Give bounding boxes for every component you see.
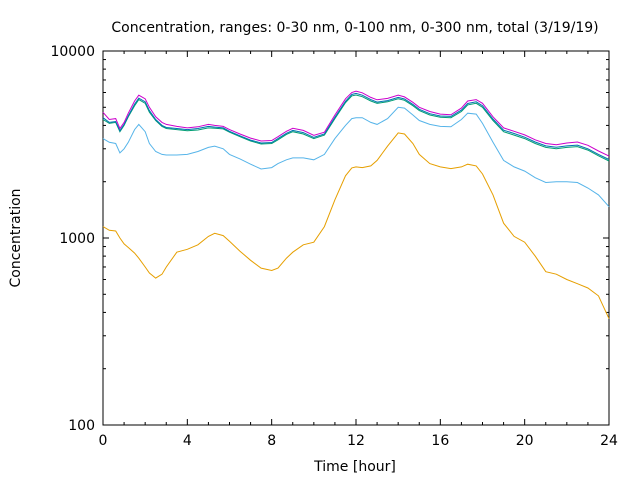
y-tick-label: 1000 bbox=[59, 231, 95, 247]
series-line-5 bbox=[102, 90, 610, 157]
series-lines bbox=[102, 90, 610, 319]
axis-ticks bbox=[102, 50, 610, 426]
series-line-1 bbox=[102, 132, 610, 319]
x-axis-label: Time [hour] bbox=[313, 459, 396, 475]
x-tick-labels: 0 4 8 12 16 20 24 bbox=[99, 433, 618, 449]
x-tick-label: 16 bbox=[431, 433, 449, 449]
series-line-2 bbox=[102, 106, 610, 208]
series-line-4 bbox=[102, 92, 610, 160]
y-tick-label: 100 bbox=[68, 418, 95, 434]
y-axis-label: Concentration bbox=[8, 188, 24, 287]
x-tick-label: 0 bbox=[99, 433, 108, 449]
y-tick-labels: 100 1000 10000 bbox=[50, 44, 95, 434]
chart-title: Concentration, ranges: 0-30 nm, 0-100 nm… bbox=[111, 20, 598, 36]
plot-frame bbox=[102, 50, 610, 426]
series-line-3 bbox=[102, 94, 610, 162]
x-tick-label: 20 bbox=[516, 433, 534, 449]
x-tick-label: 24 bbox=[600, 433, 618, 449]
x-tick-label: 4 bbox=[183, 433, 192, 449]
x-tick-label: 12 bbox=[347, 433, 365, 449]
y-tick-label: 10000 bbox=[50, 44, 95, 60]
x-tick-label: 8 bbox=[267, 433, 276, 449]
